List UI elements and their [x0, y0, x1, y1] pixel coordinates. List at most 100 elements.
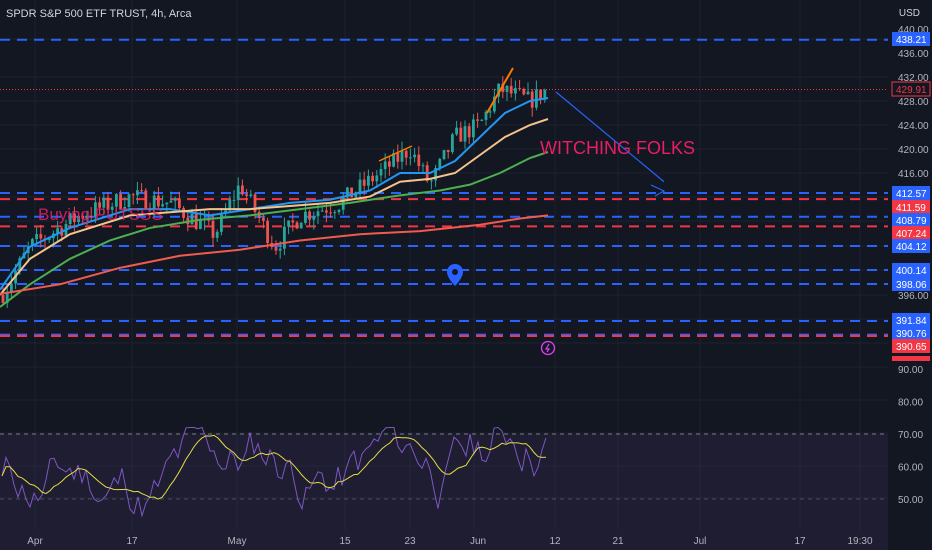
price-level-badge	[892, 313, 930, 327]
rsi-tick-label: 60.00	[898, 463, 923, 474]
candle-body	[274, 246, 278, 251]
price-level-badge	[892, 32, 930, 46]
candle-body	[455, 127, 458, 135]
event-flash-icon[interactable]	[540, 340, 556, 356]
price-level-badge-clipped	[892, 356, 930, 361]
candle-body	[68, 213, 72, 224]
candle-body	[451, 134, 454, 153]
candle-body	[438, 158, 442, 169]
candle-body	[190, 213, 194, 225]
candle-body	[10, 283, 13, 293]
candle-body	[430, 180, 433, 182]
candle-body	[484, 112, 488, 120]
price-level-badge	[892, 277, 930, 291]
price-level-label: 391.84	[896, 316, 927, 327]
rsi-tick-label: 80.00	[898, 398, 923, 409]
chart-title: SPDR S&P 500 ETF TRUST, 4h, Arca	[6, 8, 192, 20]
candle-body	[325, 210, 328, 213]
price-level-label: 429.91	[896, 85, 927, 96]
candle-body	[207, 219, 211, 221]
candle-body	[367, 175, 370, 186]
rsi-tick-label: 50.00	[898, 495, 923, 506]
price-tick-label: 428.00	[898, 97, 929, 108]
candle-body	[220, 213, 223, 232]
candle-body	[400, 150, 404, 162]
candle-body	[316, 211, 320, 217]
candle-body	[526, 91, 530, 95]
price-level-label: 404.12	[896, 242, 927, 253]
price-tick-label: 440.00	[898, 25, 929, 36]
price-level-label: 390.65	[896, 342, 927, 353]
time-tick-label: 17	[126, 536, 138, 547]
candle-body	[509, 85, 513, 94]
candle-body	[249, 194, 253, 196]
candle-body	[375, 175, 379, 182]
candle-body	[123, 207, 127, 209]
ema-long-line	[0, 214, 549, 295]
candle-body	[379, 169, 383, 176]
candle-body	[404, 150, 408, 158]
candle-body	[47, 238, 51, 240]
candle-body	[232, 199, 236, 201]
price-level-badge	[892, 326, 930, 340]
ema-fast-line	[0, 97, 549, 291]
price-level-label: 400.14	[896, 266, 927, 277]
candle-body	[228, 199, 232, 211]
price-tick-label: 396.00	[898, 291, 929, 302]
ema-slow-line	[0, 151, 549, 308]
rsi-tick-label: 70.00	[898, 430, 923, 441]
price-level-label: 408.79	[896, 216, 927, 227]
candle-body	[329, 212, 332, 214]
candle-body	[362, 179, 366, 186]
candle-body	[5, 292, 9, 303]
candle-body	[388, 161, 391, 167]
annotation-buying: Buying PUTSSS	[38, 205, 163, 224]
candle-body	[136, 190, 139, 196]
candle-body	[98, 202, 101, 208]
candle-body	[358, 179, 362, 193]
candle-body	[333, 212, 337, 214]
candle-body	[77, 215, 80, 223]
candle-body	[501, 83, 505, 92]
price-tick-label: 436.00	[898, 49, 929, 60]
forecast-arrow-line[interactable]	[555, 91, 665, 183]
candle-body	[110, 206, 114, 210]
last-price-badge	[891, 81, 931, 97]
candle-body	[350, 187, 353, 198]
candle-body	[81, 215, 85, 219]
price-level-label: 398.06	[896, 280, 927, 291]
candle-body	[56, 228, 59, 234]
rsi-line	[1, 426, 547, 518]
candle-body	[35, 234, 38, 240]
price-level-badge	[892, 239, 930, 253]
trend-line-orange[interactable]	[486, 67, 514, 114]
candle-body	[291, 220, 295, 223]
candle-body	[266, 220, 269, 244]
candle-body	[480, 119, 484, 121]
candle-body	[312, 216, 316, 220]
location-pin-icon[interactable]	[447, 264, 463, 286]
candle-body	[505, 85, 509, 92]
candle-body	[421, 165, 425, 167]
candle-body	[245, 194, 248, 196]
candle-body	[488, 111, 492, 113]
candle-body	[535, 89, 538, 108]
candle-body	[144, 190, 148, 209]
price-tick-label: 432.00	[898, 73, 929, 84]
candle-body	[299, 222, 303, 229]
candle-body	[514, 88, 517, 94]
price-level-label: 438.21	[896, 35, 927, 46]
trend-line-orange-small[interactable]	[378, 145, 413, 162]
time-tick-label: 12	[549, 536, 561, 547]
candle-body	[85, 216, 89, 219]
candle-body	[308, 211, 311, 220]
candle-body	[476, 119, 479, 121]
candle-body	[354, 192, 358, 198]
candle-body	[31, 239, 34, 247]
price-level-badge	[892, 213, 930, 227]
price-level-label: 390.76	[896, 329, 927, 340]
ema-mid-line	[0, 118, 549, 296]
candle-body	[442, 150, 446, 159]
